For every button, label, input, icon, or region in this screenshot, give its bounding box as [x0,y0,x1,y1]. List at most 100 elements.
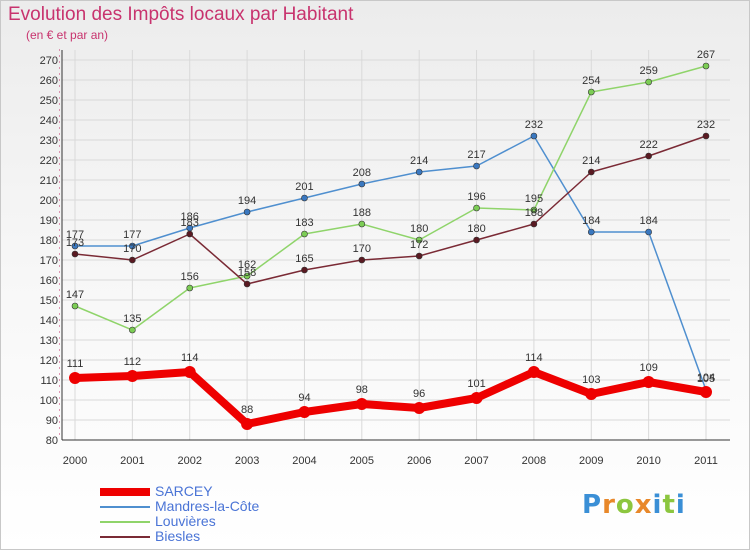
y-tick-label: 210 [40,175,58,187]
data-label-louvi-res: 188 [353,207,371,219]
logo-letter: r [602,490,616,520]
y-tick-label: 100 [40,395,58,407]
data-point-sarcey [241,418,254,430]
data-label-biesles: 173 [66,237,84,249]
data-point-biesles [301,266,308,274]
data-label-louvi-res: 135 [123,313,141,325]
x-tick-label: 2009 [579,455,603,467]
y-tick-label: 150 [40,295,58,307]
y-tick-label: 200 [40,195,58,207]
data-label-sarcey: 94 [298,392,310,404]
y-tick-label: 260 [40,75,58,87]
y-tick-label: 80 [46,435,58,447]
x-tick-label: 2003 [235,455,259,467]
x-tick-label: 2002 [177,455,201,467]
legend-label: SARCEY [155,483,213,499]
x-tick-label: 2004 [292,455,316,467]
chart-title: Evolution des Impôts locaux par Habitant [8,4,354,25]
x-tick-label: 2011 [694,455,718,467]
x-tick-label: 2008 [522,455,546,467]
data-point-louvi-res [702,62,710,70]
data-label-biesles: 183 [181,217,199,229]
data-point-sarcey [298,406,311,418]
data-label-louvi-res: 180 [410,223,428,235]
logo-letter: x [634,490,653,520]
data-label-mandres-la-c-te: 105 [697,373,715,385]
data-point-sarcey [700,386,712,398]
data-point-mandres-la-c-te [587,228,595,236]
data-label-louvi-res: 183 [295,217,313,229]
proxiti-logo: Proxiti [582,490,686,520]
data-label-mandres-la-c-te: 177 [123,229,141,241]
data-point-mandres-la-c-te [415,168,423,176]
data-point-biesles [587,168,595,176]
data-point-sarcey [470,392,483,404]
chart-subtitle: (en € et par an) [26,28,109,42]
data-label-louvi-res: 195 [525,193,543,205]
data-point-biesles [473,236,480,244]
data-label-biesles: 172 [410,239,428,251]
logo-letter: P [582,490,603,520]
data-point-mandres-la-c-te [358,180,366,188]
data-point-sarcey [183,366,196,378]
data-point-louvi-res [186,284,194,292]
y-tick-label: 220 [40,155,58,167]
data-point-sarcey [642,376,655,388]
data-point-louvi-res [71,302,79,310]
data-label-sarcey: 98 [356,384,368,396]
data-point-mandres-la-c-te [129,242,136,250]
data-label-biesles: 158 [238,267,256,279]
data-point-louvi-res [530,206,538,214]
data-point-louvi-res [587,88,595,96]
legend-swatch [100,506,150,508]
x-tick-label: 2007 [464,455,488,467]
logo-letter: t [662,490,676,520]
data-point-louvi-res [645,78,652,86]
data-label-mandres-la-c-te: 184 [582,215,600,227]
series-line-sarcey [74,368,707,428]
data-point-biesles [358,256,366,264]
data-label-sarcey: 114 [181,352,199,364]
data-point-biesles [186,230,194,238]
y-tick-label: 250 [40,95,58,107]
x-tick-label: 2000 [63,455,87,467]
data-label-mandres-la-c-te: 186 [181,211,199,223]
x-tick-label: 2010 [636,455,660,467]
data-label-mandres-la-c-te: 177 [66,229,84,241]
data-point-louvi-res [129,326,136,334]
logo-letter: o [615,490,635,520]
data-point-mandres-la-c-te [530,132,538,140]
data-point-biesles [129,256,136,264]
y-tick-label: 120 [40,355,58,367]
data-point-biesles [702,132,710,140]
y-tick-label: 230 [40,135,58,147]
data-label-mandres-la-c-te: 214 [410,155,428,167]
data-label-louvi-res: 156 [181,271,199,283]
data-point-biesles [645,152,652,160]
x-tick-label: 2006 [407,455,431,467]
data-point-sarcey [527,366,540,378]
y-tick-label: 170 [40,255,58,267]
data-label-biesles: 222 [639,139,657,151]
x-tick-label: 2005 [350,455,374,467]
data-label-louvi-res: 147 [66,289,84,301]
data-point-biesles [530,220,538,228]
data-point-sarcey [126,370,139,382]
data-point-mandres-la-c-te [645,228,652,236]
data-label-sarcey: 96 [413,388,425,400]
data-point-biesles [243,280,251,288]
data-point-louvi-res [473,204,480,212]
legend-swatch [100,521,150,523]
logo-letter: i [652,490,663,520]
data-label-louvi-res: 259 [639,65,657,77]
data-label-louvi-res: 267 [697,49,715,61]
data-label-mandres-la-c-te: 201 [295,181,313,193]
data-label-biesles: 180 [467,223,485,235]
data-point-louvi-res [415,236,423,244]
y-tick-label: 180 [40,235,58,247]
data-label-mandres-la-c-te: 194 [238,195,256,207]
data-label-louvi-res: 196 [467,191,485,203]
series-line-mandres-la-c-te [75,135,707,391]
data-label-sarcey: 114 [525,352,543,364]
y-tick-label: 160 [40,275,58,287]
